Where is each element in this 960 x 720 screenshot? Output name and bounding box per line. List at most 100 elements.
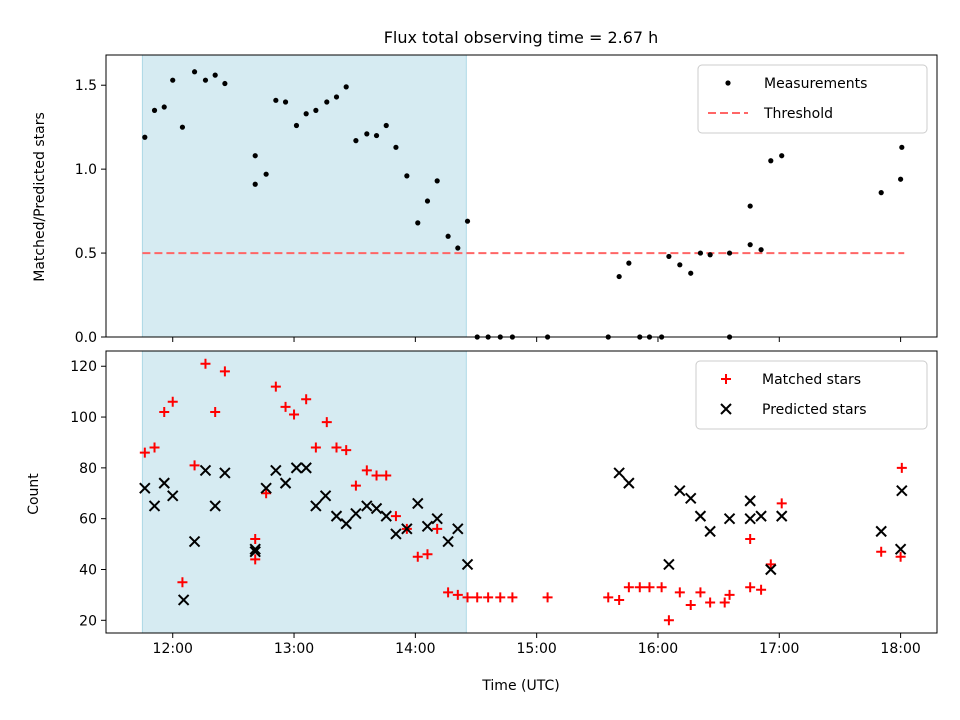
predicted-star-point [431,512,443,525]
matched-star-point [876,546,887,557]
measurement-point [616,273,622,280]
matched-star-point [644,582,655,593]
measurement-point [404,173,410,179]
matched-star-point [674,587,685,598]
matched-star-point [495,592,506,603]
measurement-point [142,134,148,140]
x-tick-label: 15:00 [516,641,556,657]
predicted-star-point [421,520,434,533]
ratio-y-tick-label: 1.5 [75,78,97,94]
predicted-star-point [290,462,303,474]
predicted-star-point [685,492,697,505]
matched-star-point [200,358,211,369]
predicted-star-point [177,594,190,606]
matched-star-point [280,401,291,412]
matched-star-point [603,592,614,603]
matched-star-point [250,554,261,565]
measurement-point [282,99,289,105]
matched-star-point [724,589,735,600]
predicted-star-point [704,525,716,538]
matched-star-point [167,396,178,407]
matched-star-point [695,587,706,598]
measurement-point [353,138,359,144]
count-y-axis-label: Count [26,473,42,515]
matched-star-point [177,577,188,588]
measurement-point [747,242,753,248]
matched-star-point [432,523,443,534]
matched-star-point [507,592,518,603]
ratio-axes-frame [105,54,938,338]
measurement-point [333,94,340,100]
matched-star-point [159,406,170,417]
predicted-star-point [310,500,322,512]
measurement-point [434,178,440,184]
measurement-point [293,122,300,129]
predicted-star-point [755,510,767,522]
predicted-star-point [744,495,756,507]
predicted-star-point [219,467,231,479]
predicted-star-point [361,500,373,512]
legend: Matched stars Predicted stars [695,360,928,430]
count-y-tick-label: 20 [79,613,97,629]
count-y-tick-label: 120 [70,359,97,375]
matched-star-point [210,406,221,417]
matched-star-point [472,592,483,603]
matched-star-point [663,615,674,626]
ratio-panel: Matched/Predicted stars 0.0 0.5 1.0 1.5 Meas… [32,54,938,346]
predicted-star-point [319,490,332,502]
measurement-point [899,144,905,150]
predicted-star-point [875,525,887,538]
measurement-point [697,250,704,256]
matched-star-point [422,549,433,560]
count-y-tick-label: 40 [79,562,97,578]
matched-star-point [371,470,382,481]
legend-label: Measurements [764,76,867,92]
measurement-point [202,77,209,83]
x-tick-label: 14:00 [395,641,435,657]
predicted-star-point [744,512,756,525]
legend: Measurements Threshold [697,64,928,134]
matched-star-point [483,592,494,603]
predicted-star-point [330,510,343,522]
predicted-star-point [765,563,777,576]
legend-measurement-marker [725,80,731,86]
chart-title: Flux total observing time = 2.67 h [384,28,659,47]
count-panel: Count Time (UTC) 12:00 13:00 14:00 15:00 16:… [26,350,938,694]
predicted-star-point [401,523,413,535]
matched-star-point [139,447,150,458]
matched-star-point [381,470,392,481]
x-tick-label: 12:00 [153,641,193,657]
matched-star-point [301,394,312,405]
predicted-star-point [412,497,424,510]
legend-label: Threshold [763,106,833,122]
matched-star-point [462,592,473,603]
measurement-point [263,171,269,177]
measurement-point [222,80,228,87]
matched-star-point [361,465,372,476]
x-tick-label: 18:00 [880,641,920,657]
measurement-point [191,69,198,75]
matched-star-point [219,366,230,377]
measurement-point [364,131,370,137]
predicted-star-point [167,490,179,502]
matched-star-point [261,488,272,499]
predicted-star-point [623,477,635,489]
matched-star-point [270,381,281,392]
measurement-point [303,111,309,117]
matched-star-point [896,462,907,473]
measurement-point [324,99,330,105]
measurement-point [445,233,451,239]
matched-star-point [149,442,160,453]
x-tick-label: 17:00 [759,641,799,657]
predicted-star-point [452,523,464,535]
predicted-star-point [896,485,908,497]
x-tick-label: 13:00 [274,641,314,657]
legend-label: Predicted stars [762,402,867,418]
predicted-star-point [613,467,625,479]
predicted-star-point [340,518,352,530]
matched-star-point [341,445,352,456]
predicted-star-point [260,482,272,494]
x-axis-label: Time (UTC) [481,678,559,694]
measurement-point [779,153,785,159]
